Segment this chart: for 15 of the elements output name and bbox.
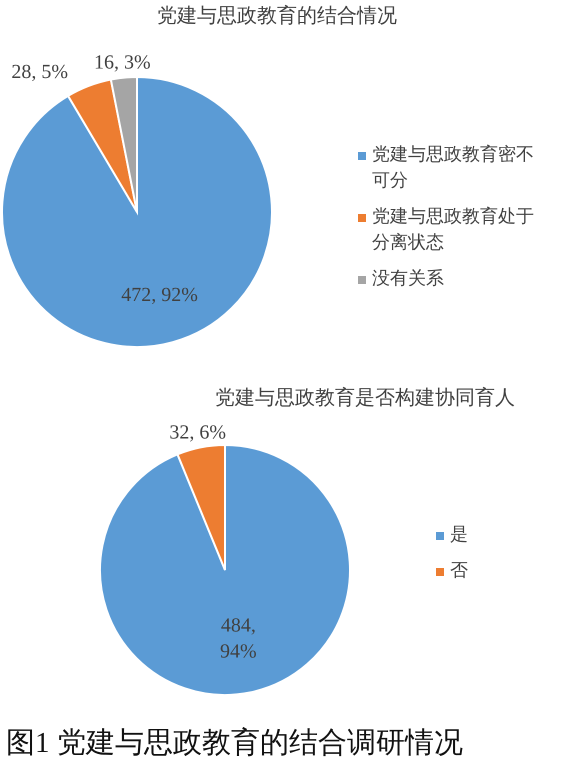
pie-slice xyxy=(99,444,351,696)
data-label: 472, 92% xyxy=(121,284,198,306)
pie-slice xyxy=(67,78,138,213)
legend-label: 党建与思政教育处于分离状态 xyxy=(372,206,534,252)
data-label: 32, 6% xyxy=(169,422,226,444)
caption: 图1 党建与思政教育的结合调研情况 xyxy=(6,726,463,759)
data-label: 484, 94% xyxy=(220,614,257,662)
data-label: 28, 5% xyxy=(11,60,68,83)
chart-title: 党建与思政教育的结合情况 xyxy=(157,4,397,27)
legend-label: 否 xyxy=(450,560,468,580)
legend-label: 党建与思政教育密不可分 xyxy=(372,144,534,190)
legend-label: 没有关系 xyxy=(372,268,444,288)
legend-label: 是 xyxy=(450,524,468,544)
chart-title: 党建与思政教育是否构建协同育人 xyxy=(215,386,515,409)
data-label: 16, 3% xyxy=(94,52,151,74)
